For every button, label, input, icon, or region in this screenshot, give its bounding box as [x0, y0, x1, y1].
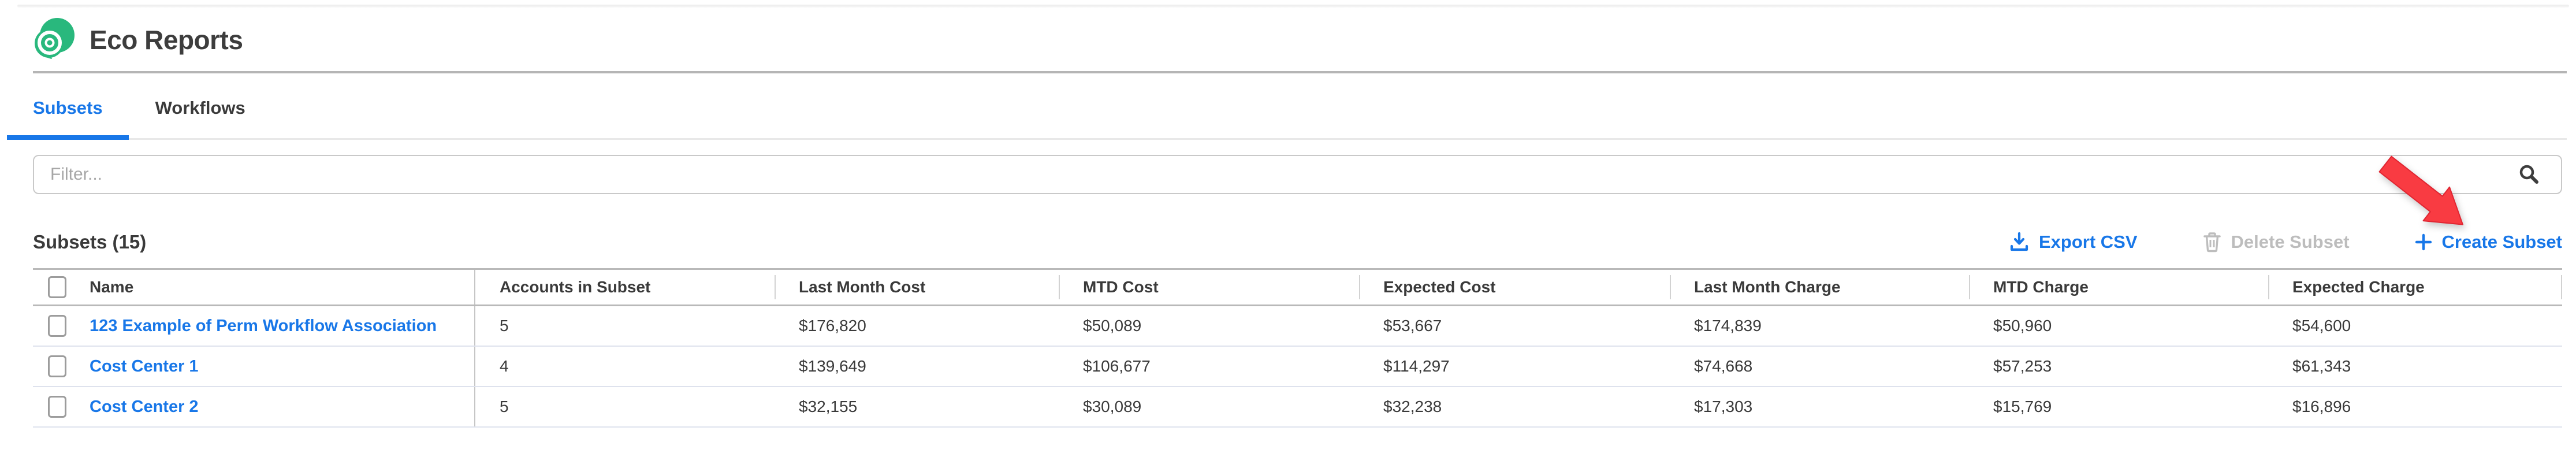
subsets-toolbar: Subsets (15) Export CSV	[33, 231, 2562, 253]
page-title: Eco Reports	[90, 25, 243, 55]
row-checkbox[interactable]	[48, 355, 66, 377]
column-header-accounts[interactable]: Accounts in Subset	[500, 278, 651, 296]
last-month-cost-value: $139,649	[799, 357, 866, 375]
subset-name-link[interactable]: Cost Center 2	[90, 397, 199, 416]
column-header-last-month-charge[interactable]: Last Month Charge	[1670, 270, 1969, 305]
tab-workflows[interactable]: Workflows	[155, 98, 245, 118]
select-all-checkbox[interactable]	[48, 276, 66, 298]
toolbar-actions: Export CSV Delete Subset	[2009, 232, 2562, 253]
last-month-charge-value: $174,839	[1694, 317, 1762, 335]
column-header-name[interactable]: Name	[78, 270, 475, 305]
expected-cost-value: $114,297	[1383, 357, 1450, 375]
expected-cost-value: $53,667	[1383, 317, 1442, 335]
column-header-expected-cost[interactable]: Expected Cost	[1359, 270, 1670, 305]
accounts-in-subset-value: 5	[500, 317, 509, 335]
create-subset-button[interactable]: Create Subset	[2414, 232, 2562, 253]
tab-subsets[interactable]: Subsets	[7, 73, 129, 140]
mtd-cost-value: $106,677	[1083, 357, 1151, 375]
delete-subset-button[interactable]: Delete Subset	[2202, 232, 2350, 253]
mtd-cost-value: $50,089	[1083, 317, 1142, 335]
trash-icon	[2202, 232, 2222, 253]
header-divider	[33, 71, 2567, 73]
expected-charge-value: $61,343	[2292, 357, 2351, 375]
table-row: 123 Example of Perm Workflow Association…	[33, 306, 2562, 347]
mtd-cost-value: $30,089	[1083, 398, 1142, 415]
top-hairline	[17, 5, 2569, 8]
last-month-charge-value: $74,668	[1694, 357, 1753, 375]
column-header-mtd-cost[interactable]: MTD Cost	[1059, 270, 1359, 305]
eco-logo-icon	[33, 17, 76, 63]
mtd-charge-value: $15,769	[1993, 398, 2052, 415]
filter-input[interactable]	[33, 155, 2562, 194]
subset-name-link[interactable]: 123 Example of Perm Workflow Association	[90, 316, 437, 335]
last-month-cost-value: $32,155	[799, 398, 858, 415]
filter-container	[33, 155, 2562, 194]
table-row: Cost Center 2 5 $32,155 $30,089 $32,238 …	[33, 387, 2562, 428]
subset-name-link[interactable]: Cost Center 1	[90, 357, 199, 376]
last-month-cost-value: $176,820	[799, 317, 866, 335]
column-header-last-month-cost[interactable]: Last Month Cost	[775, 270, 1059, 305]
table-header-row: Name Accounts in Subset Last Month Cost …	[33, 268, 2562, 306]
app-header: Eco Reports	[33, 17, 2562, 63]
expected-charge-value: $54,600	[2292, 317, 2351, 335]
subsets-table: Name Accounts in Subset Last Month Cost …	[33, 268, 2562, 428]
mtd-charge-value: $57,253	[1993, 357, 2052, 375]
column-header-expected-charge[interactable]: Expected Charge	[2268, 270, 2562, 305]
column-header-mtd-charge[interactable]: MTD Charge	[1969, 270, 2268, 305]
expected-charge-value: $16,896	[2292, 398, 2351, 415]
table-row: Cost Center 1 4 $139,649 $106,677 $114,2…	[33, 347, 2562, 387]
last-month-charge-value: $17,303	[1694, 398, 1753, 415]
search-icon	[2518, 164, 2540, 185]
row-checkbox[interactable]	[48, 315, 66, 337]
tab-bar: Subsets Workflows	[7, 73, 2567, 140]
expected-cost-value: $32,238	[1383, 398, 1442, 415]
subsets-count-heading: Subsets (15)	[33, 231, 147, 253]
page: Eco Reports	[0, 17, 2576, 63]
row-checkbox[interactable]	[48, 396, 66, 418]
accounts-in-subset-value: 4	[500, 357, 509, 375]
accounts-in-subset-value: 5	[500, 398, 509, 415]
export-csv-button[interactable]: Export CSV	[2009, 232, 2138, 253]
download-icon	[2009, 232, 2030, 253]
plus-icon	[2414, 233, 2433, 251]
header-checkbox-cell	[33, 270, 78, 305]
mtd-charge-value: $50,960	[1993, 317, 2052, 335]
